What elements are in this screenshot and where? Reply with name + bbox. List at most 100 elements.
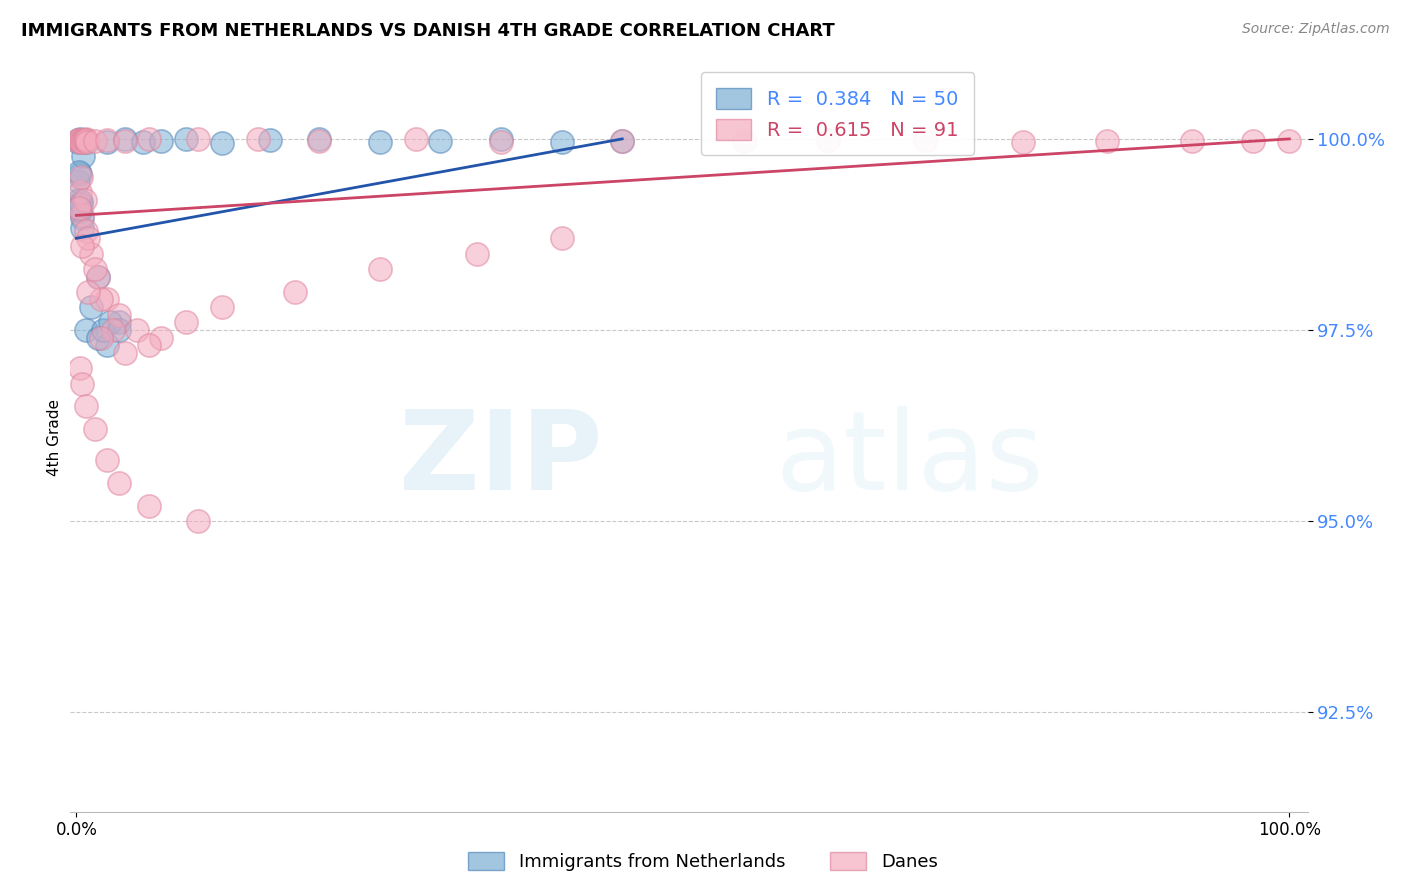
Point: [114, 346, 136, 360]
Point: [308, 132, 330, 146]
Point: [66, 136, 89, 150]
Point: [211, 136, 233, 150]
Point: [247, 132, 270, 146]
Text: IMMIGRANTS FROM NETHERLANDS VS DANISH 4TH GRADE CORRELATION CHART: IMMIGRANTS FROM NETHERLANDS VS DANISH 4T…: [21, 22, 835, 40]
Point: [70, 221, 93, 235]
Point: [96, 135, 118, 149]
Point: [67, 173, 90, 187]
Point: [174, 315, 197, 329]
Point: [66, 134, 89, 148]
Point: [114, 134, 136, 148]
Point: [77, 231, 100, 245]
Point: [150, 134, 173, 148]
Point: [817, 133, 839, 147]
Point: [76, 135, 98, 149]
Point: [150, 331, 173, 345]
Point: [73, 133, 96, 147]
Point: [108, 323, 131, 337]
Point: [69, 168, 91, 182]
Point: [83, 261, 105, 276]
Point: [72, 208, 94, 222]
Point: [72, 376, 94, 391]
Point: [75, 400, 97, 414]
Legend: Immigrants from Netherlands, Danes: Immigrants from Netherlands, Danes: [461, 845, 945, 879]
Point: [489, 132, 512, 146]
Text: atlas: atlas: [776, 406, 1045, 513]
Point: [69, 202, 91, 216]
Point: [75, 132, 97, 146]
Point: [612, 134, 634, 148]
Point: [87, 269, 110, 284]
Point: [308, 134, 330, 148]
Point: [67, 133, 90, 147]
Point: [550, 231, 572, 245]
Point: [138, 499, 160, 513]
Point: [733, 134, 755, 148]
Legend: R =  0.384   N = 50, R =  0.615   N = 91: R = 0.384 N = 50, R = 0.615 N = 91: [700, 72, 974, 155]
Point: [1097, 134, 1119, 148]
Point: [73, 133, 96, 147]
Text: Source: ZipAtlas.com: Source: ZipAtlas.com: [1241, 22, 1389, 37]
Point: [69, 133, 91, 147]
Point: [91, 323, 114, 337]
Point: [75, 133, 97, 147]
Point: [70, 211, 93, 226]
Point: [80, 246, 103, 260]
Point: [73, 193, 96, 207]
Point: [70, 134, 93, 148]
Point: [69, 186, 91, 200]
Point: [284, 285, 307, 299]
Point: [67, 134, 90, 148]
Point: [138, 338, 160, 352]
Point: [174, 132, 197, 146]
Point: [75, 134, 97, 148]
Point: [429, 134, 451, 148]
Point: [70, 135, 93, 149]
Point: [80, 300, 103, 314]
Point: [98, 315, 121, 329]
Point: [1241, 134, 1264, 148]
Point: [108, 475, 131, 490]
Point: [69, 132, 91, 146]
Point: [67, 198, 90, 212]
Point: [101, 323, 124, 337]
Point: [612, 134, 634, 148]
Point: [132, 135, 155, 149]
Point: [1278, 135, 1301, 149]
Y-axis label: 4th Grade: 4th Grade: [46, 399, 62, 475]
Point: [550, 135, 572, 149]
Point: [69, 203, 91, 218]
Point: [72, 133, 94, 147]
Point: [90, 293, 112, 307]
Point: [1181, 134, 1204, 148]
Point: [211, 300, 233, 314]
Point: [87, 331, 110, 345]
Point: [69, 197, 91, 211]
Point: [87, 269, 110, 284]
Point: [67, 133, 90, 147]
Point: [108, 315, 131, 329]
Point: [368, 261, 391, 276]
Point: [73, 133, 96, 147]
Point: [90, 331, 112, 345]
Point: [187, 132, 209, 146]
Point: [914, 133, 936, 147]
Point: [108, 308, 131, 322]
Point: [96, 293, 118, 307]
Point: [1011, 135, 1033, 149]
Text: ZIP: ZIP: [399, 406, 602, 513]
Point: [72, 239, 94, 253]
Point: [70, 135, 93, 149]
Point: [75, 224, 97, 238]
Point: [465, 246, 488, 260]
Point: [368, 135, 391, 149]
Point: [259, 133, 281, 147]
Point: [75, 136, 97, 150]
Point: [125, 323, 148, 337]
Point: [96, 133, 118, 147]
Point: [69, 134, 91, 148]
Point: [73, 133, 96, 147]
Point: [114, 132, 136, 146]
Point: [67, 165, 90, 179]
Point: [489, 135, 512, 149]
